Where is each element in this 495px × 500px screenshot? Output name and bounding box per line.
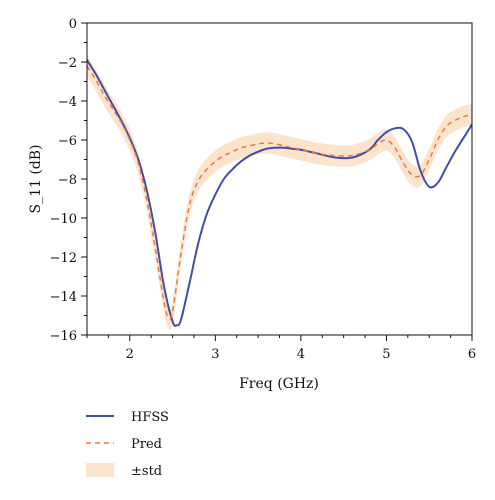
std-band-layer	[87, 55, 472, 330]
y-tick-label: −14	[50, 290, 77, 305]
legend-label-pred: Pred	[131, 437, 162, 452]
y-tick-label: −12	[50, 251, 77, 266]
x-tick-label: 6	[468, 347, 476, 362]
x-tick-label: 4	[297, 347, 305, 362]
legend-label-std: ±std	[131, 464, 162, 479]
x-tick-label: 2	[126, 347, 134, 362]
y-tick-label: −8	[58, 173, 77, 188]
y-tick-label: −6	[58, 134, 77, 149]
x-tick-label: 3	[211, 347, 219, 362]
y-tick-label: −16	[50, 329, 77, 344]
std-band	[87, 55, 472, 330]
legend: HFSS Pred ±std	[86, 410, 169, 479]
series-layer	[87, 59, 472, 327]
y-tick-label: −4	[58, 95, 77, 110]
y-tick-label: −10	[50, 212, 77, 227]
x-tick-label: 5	[382, 347, 390, 362]
series-line-pred	[87, 65, 472, 320]
legend-swatch-std	[86, 463, 114, 477]
x-axis-title: Freq (GHz)	[239, 376, 319, 392]
legend-label-hfss: HFSS	[131, 410, 169, 425]
series-line-hfss	[87, 59, 472, 327]
y-tick-label: −2	[58, 56, 77, 71]
y-axis-title: S_11 (dB)	[28, 144, 44, 213]
y-tick-label: 0	[69, 17, 77, 32]
tick-layer: 2 3 4 5 6 0 −2 −4 −6 −8 −10 −12 −14 −16	[50, 17, 477, 362]
